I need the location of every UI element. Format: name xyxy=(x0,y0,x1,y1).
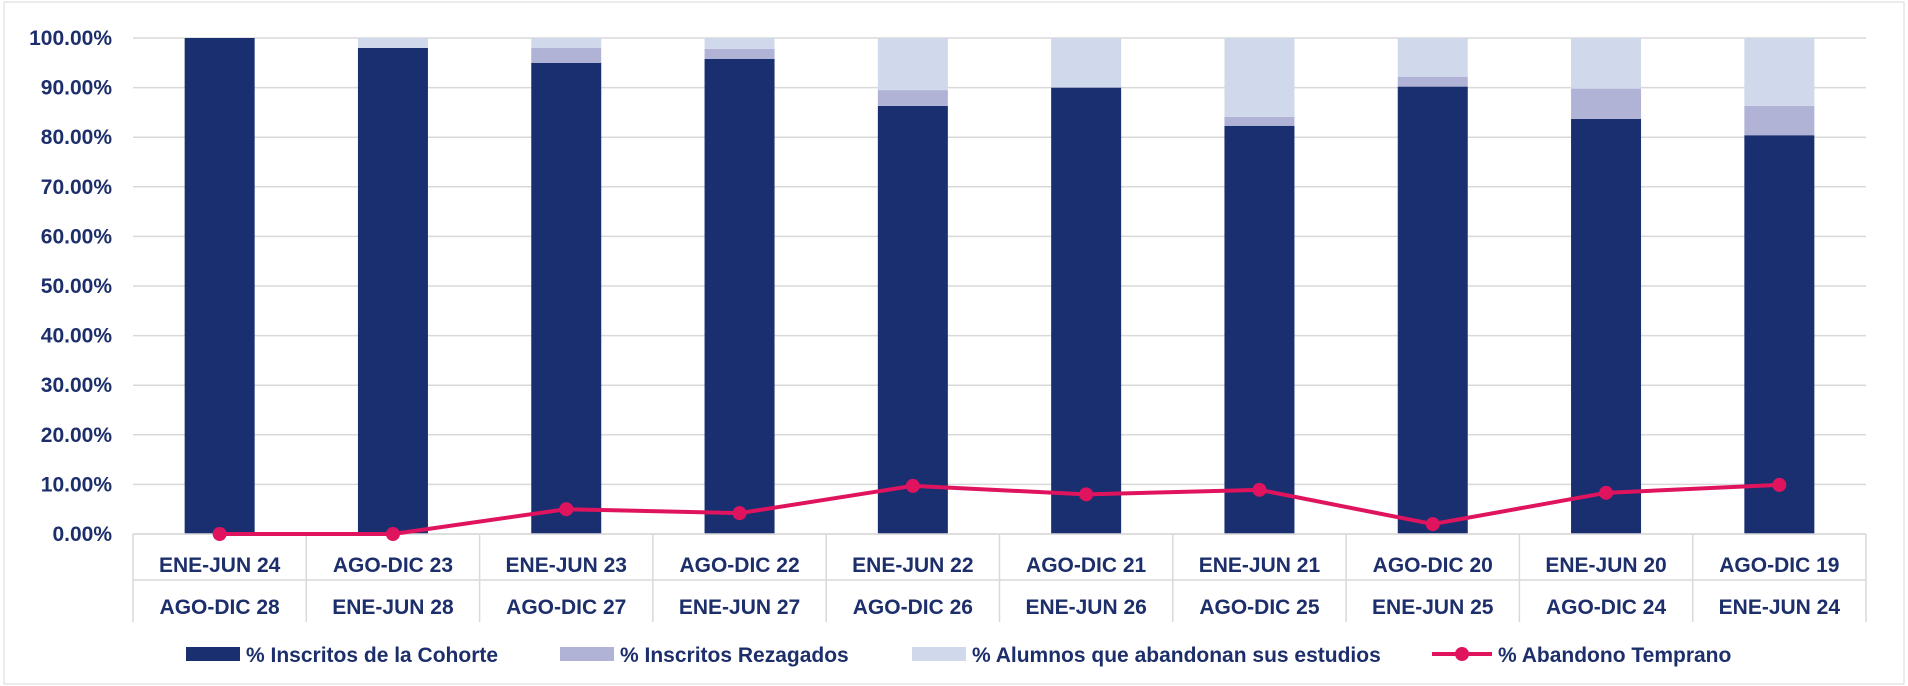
abandono-marker xyxy=(1079,487,1094,502)
x-tick-label: ENE-JUN 24 xyxy=(159,554,281,577)
bar-segment xyxy=(1397,76,1468,87)
bar-segment xyxy=(531,62,602,535)
x-tick-label-secondary: AGO-DIC 28 xyxy=(160,596,281,619)
x-tick-label: ENE-JUN 21 xyxy=(1199,554,1321,577)
legend-swatch xyxy=(560,647,614,661)
x-tick-label: ENE-JUN 22 xyxy=(852,554,973,577)
bar-segment xyxy=(1224,125,1295,535)
x-tick-label-secondary: AGO-DIC 27 xyxy=(506,596,626,619)
abandono-marker xyxy=(1425,517,1440,532)
x-tick-label-secondary: ENE-JUN 25 xyxy=(1372,596,1494,619)
x-tick-label: AGO-DIC 20 xyxy=(1373,554,1493,577)
abandono-marker xyxy=(559,502,574,517)
x-tick-label-secondary: ENE-JUN 28 xyxy=(332,596,454,619)
abandono-line xyxy=(219,482,1780,536)
bar-segment xyxy=(877,38,948,91)
x-tick-label: AGO-DIC 22 xyxy=(679,554,799,577)
bar-segment xyxy=(1224,38,1295,117)
x-tick-label-secondary: AGO-DIC 24 xyxy=(1546,596,1667,619)
bar-segment xyxy=(357,47,428,535)
chart-border xyxy=(3,1,1905,685)
abandono-marker xyxy=(732,506,747,521)
x-tick-label-secondary: ENE-JUN 27 xyxy=(679,596,800,619)
bar-segment xyxy=(1397,86,1468,534)
y-tick-label: 0.00% xyxy=(52,523,112,546)
abandono-marker xyxy=(385,527,400,541)
y-tick-label: 20.00% xyxy=(41,424,113,447)
bar-segment xyxy=(1571,88,1642,119)
bar-segment xyxy=(1744,38,1815,106)
bar-segment xyxy=(1397,38,1468,77)
legend-swatch xyxy=(186,647,240,661)
bar-segment xyxy=(1051,87,1122,534)
bar-segment xyxy=(877,105,948,535)
y-tick-label: 30.00% xyxy=(41,374,113,397)
x-tick-label-secondary: ENE-JUN 24 xyxy=(1719,596,1841,619)
x-tick-label: ENE-JUN 23 xyxy=(506,554,627,577)
y-tick-label: 90.00% xyxy=(41,77,113,100)
abandono-marker xyxy=(905,478,920,493)
bar-segment xyxy=(357,38,428,48)
x-tick-label-secondary: ENE-JUN 26 xyxy=(1025,596,1146,619)
x-tick-label: AGO-DIC 19 xyxy=(1719,554,1839,577)
bar-segment xyxy=(877,90,948,106)
x-tick-label: AGO-DIC 23 xyxy=(333,554,453,577)
abandono-marker xyxy=(1252,482,1267,497)
bar-segment xyxy=(1571,118,1642,535)
legend-label: % Alumnos que abandonan sus estudios xyxy=(972,644,1381,667)
x-tick-label: ENE-JUN 20 xyxy=(1545,554,1666,577)
abandono-marker xyxy=(212,527,227,541)
y-tick-label: 80.00% xyxy=(41,126,113,149)
legend-label: % Inscritos de la Cohorte xyxy=(246,644,498,667)
legend-label: % Abandono Temprano xyxy=(1498,644,1731,667)
abandono-marker xyxy=(1599,485,1614,500)
bar-segment xyxy=(704,58,775,534)
bar-segment xyxy=(1744,105,1815,136)
bar-segment xyxy=(184,38,255,534)
legend-swatch xyxy=(912,647,966,661)
x-tick-label-secondary: AGO-DIC 25 xyxy=(1199,596,1320,619)
y-tick-label: 60.00% xyxy=(41,225,113,248)
y-tick-label: 70.00% xyxy=(41,176,113,199)
x-tick-label-secondary: AGO-DIC 26 xyxy=(853,596,973,619)
legend-marker xyxy=(1455,647,1469,661)
bar-segment xyxy=(531,38,602,48)
bar-segment xyxy=(531,47,602,63)
x-tick-label: AGO-DIC 21 xyxy=(1026,554,1147,577)
y-tick-label: 10.00% xyxy=(41,473,113,496)
abandono-marker xyxy=(1772,477,1787,492)
bar-segment xyxy=(1051,38,1122,88)
bar-segment xyxy=(1224,116,1295,126)
bar-segment xyxy=(704,38,775,49)
y-tick-label: 100.00% xyxy=(29,27,112,50)
legend-label: % Inscritos Rezagados xyxy=(620,644,849,667)
y-tick-label: 40.00% xyxy=(41,325,113,348)
y-tick-label: 50.00% xyxy=(41,275,113,298)
bar-segment xyxy=(704,48,775,59)
bar-segment xyxy=(1571,38,1642,89)
bar-segment xyxy=(1744,135,1815,534)
